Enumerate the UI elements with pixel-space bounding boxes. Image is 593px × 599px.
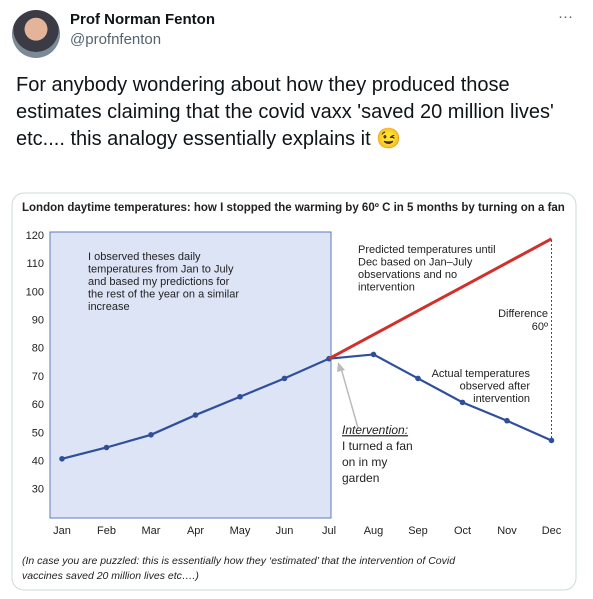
y-tick-label: 100	[26, 286, 44, 298]
annotation: on in my	[342, 455, 387, 469]
y-tick-label: 120	[26, 230, 44, 242]
point	[548, 437, 555, 444]
caption: (In case you are puzzled: this is essent…	[22, 555, 456, 567]
x-tick-label: Jan	[53, 525, 71, 537]
chart-title: London daytime temperatures: how I stopp…	[22, 202, 565, 214]
annotation: Predicted temperatures until	[358, 244, 496, 256]
caption: vaccines saved 20 million lives etc….)	[22, 570, 199, 582]
x-tick-label: May	[230, 525, 251, 537]
y-tick-label: 40	[32, 456, 44, 468]
annotation: garden	[342, 471, 379, 485]
x-tick-label: Feb	[97, 525, 116, 537]
series-line	[61, 353, 552, 460]
annotation: Difference	[498, 308, 548, 320]
y-tick-label: 50	[32, 427, 44, 439]
y-tick-label: 90	[32, 315, 44, 327]
point	[237, 393, 243, 400]
intervention-arrowhead	[337, 362, 345, 372]
annotation: the rest of the year on a similar	[88, 288, 239, 300]
point	[281, 375, 288, 382]
annotation: and based my predictions for	[88, 276, 230, 288]
x-tick-label: Aug	[364, 525, 384, 537]
more-button[interactable]: ···	[558, 8, 573, 25]
annotation: Actual temperatures	[432, 368, 531, 380]
y-tick-label: 70	[32, 371, 44, 383]
intervention-arrow	[340, 367, 359, 429]
annotation: intervention	[473, 393, 530, 405]
annotation: observed after	[460, 380, 531, 392]
annotation: observations and no	[358, 269, 457, 281]
point	[148, 432, 154, 438]
point	[459, 399, 466, 406]
avatar[interactable]	[12, 10, 60, 58]
y-tick-label: 110	[26, 258, 44, 270]
x-tick-label: Nov	[497, 525, 517, 537]
x-tick-label: Apr	[187, 525, 204, 537]
point	[504, 417, 510, 424]
point	[103, 444, 110, 451]
point	[370, 351, 377, 358]
point	[415, 375, 421, 382]
point	[59, 455, 65, 462]
x-tick-label: Oct	[454, 525, 471, 537]
annotation: I turned a fan	[342, 439, 413, 453]
annotation: intervention	[358, 281, 415, 293]
y-tick-label: 30	[32, 484, 44, 496]
series-line	[328, 237, 553, 360]
annotation: increase	[88, 301, 130, 313]
author-handle[interactable]: @profnfenton	[70, 31, 162, 48]
x-tick-label: Mar	[142, 525, 161, 537]
annotation: Dec based on Jan–July	[358, 256, 473, 268]
x-tick-label: Dec	[542, 525, 562, 537]
y-tick-label: 60	[32, 399, 44, 411]
annotation: temperatures from Jan to July	[88, 263, 234, 275]
annotation: Intervention:	[342, 423, 408, 437]
tweet-text: For anybody wondering about how they pro…	[16, 74, 554, 150]
annotation: I observed theses daily	[88, 251, 201, 263]
x-tick-label: Jul	[322, 525, 336, 537]
observation-region	[49, 231, 332, 519]
x-tick-label: Sep	[408, 525, 428, 537]
x-tick-label: Jun	[276, 525, 294, 537]
annotation: 60º	[532, 321, 548, 333]
point	[192, 412, 199, 418]
y-tick-label: 80	[32, 343, 44, 355]
author-name[interactable]: Prof Norman Fenton	[70, 11, 215, 28]
